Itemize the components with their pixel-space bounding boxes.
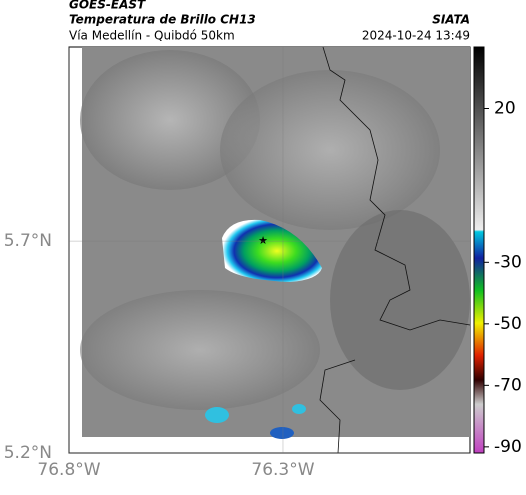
colorbar-tick-label: -30 — [494, 252, 522, 272]
x-tick-label: 76.3°W — [251, 460, 314, 480]
cloud — [80, 290, 320, 410]
x-tick-label: 76.8°W — [37, 460, 100, 480]
storm-cell — [270, 427, 294, 439]
cloud — [330, 210, 470, 390]
storm-cell — [222, 219, 322, 282]
border — [319, 46, 471, 454]
location-marker: ★ — [258, 234, 268, 247]
colorbar-tick-label: -70 — [494, 375, 522, 395]
cloud — [220, 70, 440, 230]
brand: SIATA — [432, 13, 470, 27]
subtitle: Temperatura de Brillo CH13 — [69, 13, 256, 27]
colorbar-tick-label: 20 — [494, 99, 516, 119]
colorbar-tick-label: -50 — [494, 314, 522, 334]
colorbar-tick-label: -90 — [494, 437, 522, 457]
y-tick-label: 5.7°N — [4, 231, 52, 251]
cloud — [80, 50, 260, 190]
y-tick-label: 5.2°N — [4, 443, 52, 463]
route: Vía Medellín - Quibdó 50km — [69, 29, 235, 43]
title: GOES-EAST — [69, 0, 146, 12]
colorbar — [473, 46, 485, 454]
storm-cell — [205, 407, 229, 423]
storm-cell — [292, 404, 306, 414]
timestamp: 2024-10-24 13:49 — [362, 29, 470, 43]
